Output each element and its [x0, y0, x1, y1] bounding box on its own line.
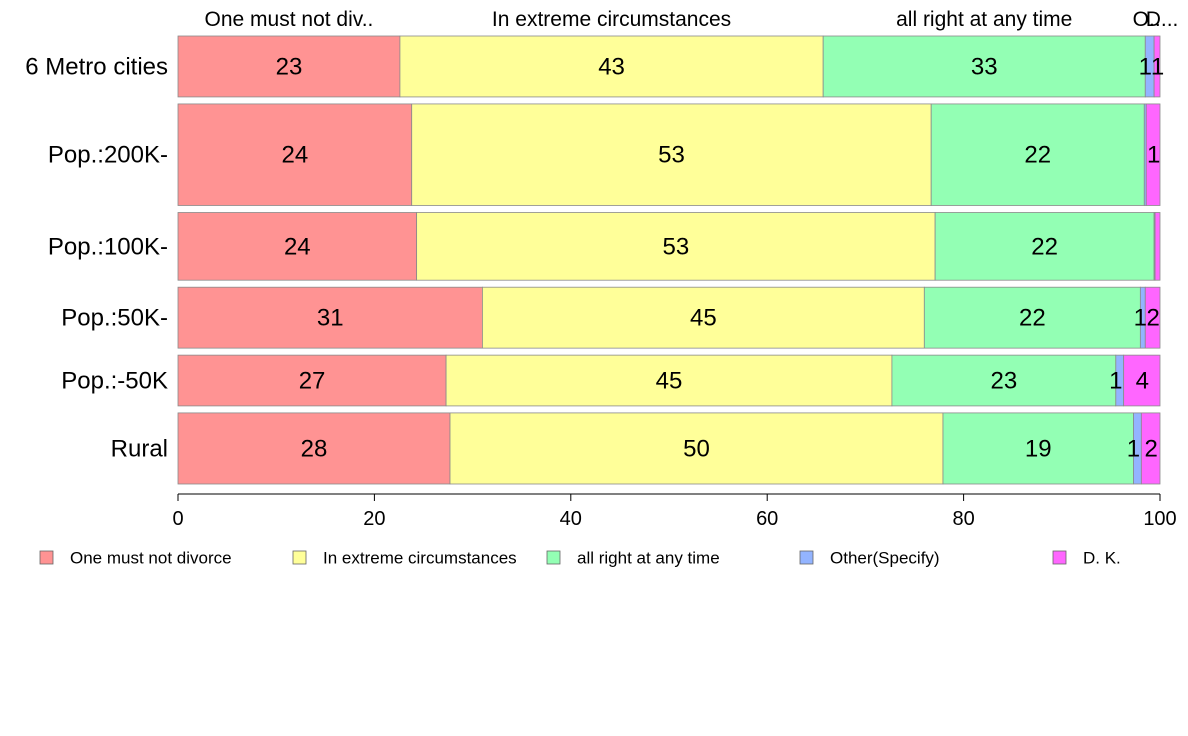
bar-segment-pop-100k-one-must-not-divorce: [177, 212, 418, 281]
legend-label-all-right-at-any-time: all right at any time: [577, 549, 720, 568]
data-label-pop-100k-in-extreme-circumstances: 53: [663, 233, 690, 260]
bar-segment-pop-50k-one-must-not-divorce: [177, 354, 447, 407]
legend-swatch-d-k: [1052, 550, 1067, 565]
data-label-6-metro-cities-one-must-not-divorce: 23: [276, 53, 303, 80]
bar-segment-pop-50k-in-extreme-circumstances: [445, 354, 893, 407]
bar-segment-pop-50k-all-right-at-any-time: [923, 286, 1141, 349]
bar-segment-rural-d-k: [1140, 412, 1161, 485]
bar-segment-rural-one-must-not-divorce: [177, 412, 451, 485]
bar-segment-pop-50k-all-right-at-any-time: [891, 354, 1117, 407]
data-label-pop-50k-one-must-not-divorce: 27: [299, 368, 326, 395]
data-label-rural-one-must-not-divorce: 28: [301, 435, 328, 462]
bar-segment-pop-200k-in-extreme-circumstances: [411, 103, 932, 206]
bar-segment-rural-all-right-at-any-time: [942, 412, 1134, 485]
legend-label-d-k: D. K.: [1083, 549, 1121, 568]
data-label-pop-200k-one-must-not-divorce: 24: [282, 142, 309, 169]
category-labels: 6 Metro cities Pop.:200K- Pop.:100K- Pop.:5…: [25, 53, 168, 462]
bar-segment-pop-50k-d-k: [1123, 354, 1161, 407]
top-labels: One must not div.. In extreme circumstanc…: [205, 8, 1179, 31]
data-label-pop-200k-in-extreme-circumstances: 53: [658, 142, 685, 169]
bar-segment-pop-200k-all-right-at-any-time: [930, 103, 1145, 206]
legend-label-one-must-not-divorce: One must not divorce: [70, 549, 232, 568]
data-label-rural-d-k: 2: [1144, 435, 1157, 462]
bar-segment-pop-200k-d-k: [1145, 103, 1161, 206]
legend-swatch-all-right-at-any-time: [546, 550, 561, 565]
top-label-3: all right at any time: [896, 8, 1072, 31]
top-label-1: One must not div..: [205, 8, 374, 31]
bar-segment-pop-50k-in-extreme-circumstances: [482, 286, 925, 349]
x-axis: 0 20 40 60 80 100: [172, 493, 1177, 530]
bar-segment-pop-50k-one-must-not-divorce: [177, 286, 483, 349]
bar-segment-pop-100k-all-right-at-any-time: [934, 212, 1155, 281]
category-label-pop-50k: Pop.:50K-: [61, 305, 168, 332]
bar-segment-pop-100k-in-extreme-circumstances: [416, 212, 936, 281]
data-label-pop-50k-in-extreme-circumstances: 45: [656, 368, 683, 395]
category-label-pop-200k: Pop.:200K-: [48, 142, 168, 169]
data-label-pop-200k-all-right-at-any-time: 22: [1024, 142, 1051, 169]
x-tick-label-100: 100: [1143, 508, 1176, 530]
top-label-5: D...: [1146, 8, 1179, 31]
data-label-6-metro-cities-all-right-at-any-time: 33: [971, 53, 998, 80]
bar-segment-rural-in-extreme-circumstances: [449, 412, 944, 485]
data-label-pop-200k-d-k: 1: [1147, 142, 1160, 169]
category-label-6-metro-cities: 6 Metro cities: [25, 53, 168, 80]
data-label-pop-50k-other-specify: 1: [1134, 305, 1147, 332]
bar-segment-pop-200k-one-must-not-divorce: [177, 103, 413, 206]
category-label-rural: Rural: [111, 435, 168, 462]
category-label-pop-50k: Pop.:-50K: [61, 368, 168, 395]
data-label-6-metro-cities-other-specify: 1: [1139, 53, 1152, 80]
data-label-pop-50k-in-extreme-circumstances: 45: [690, 305, 717, 332]
data-label-rural-other-specify: 1: [1127, 435, 1140, 462]
top-label-2: In extreme circumstances: [492, 8, 731, 31]
legend-label-in-extreme-circumstances: In extreme circumstances: [323, 549, 517, 568]
data-label-pop-100k-all-right-at-any-time: 22: [1031, 233, 1058, 260]
legend: One must not divorce In extreme circumsta…: [39, 549, 1121, 568]
data-label-pop-100k-one-must-not-divorce: 24: [284, 233, 311, 260]
x-tick-label-0: 0: [172, 508, 183, 530]
bar-segment-pop-50k-d-k: [1144, 286, 1161, 349]
data-label-rural-in-extreme-circumstances: 50: [683, 435, 710, 462]
data-label-pop-50k-all-right-at-any-time: 23: [991, 368, 1018, 395]
legend-label-other-specify: Other(Specify): [830, 549, 940, 568]
bar-segment-pop-100k-d-k: [1154, 212, 1161, 281]
data-label-pop-50k-other-specify: 1: [1109, 368, 1122, 395]
x-tick-label-20: 20: [363, 508, 385, 530]
data-label-6-metro-cities-in-extreme-circumstances: 43: [598, 53, 625, 80]
legend-swatch-other-specify: [799, 550, 814, 565]
legend-swatch-in-extreme-circumstances: [292, 550, 307, 565]
x-tick-label-80: 80: [952, 508, 974, 530]
top-label-4: O..: [1133, 8, 1161, 31]
data-label-pop-50k-all-right-at-any-time: 22: [1019, 305, 1046, 332]
x-tick-label-40: 40: [560, 508, 582, 530]
data-label-rural-all-right-at-any-time: 19: [1025, 435, 1052, 462]
x-tick-label-60: 60: [756, 508, 778, 530]
legend-swatch-one-must-not-divorce: [39, 550, 54, 565]
bar-segment-6-metro-cities-in-extreme-circumstances: [399, 35, 824, 98]
data-label-pop-50k-d-k: 4: [1136, 368, 1149, 395]
data-label-pop-50k-one-must-not-divorce: 31: [317, 305, 344, 332]
bar-segment-6-metro-cities-d-k: [1153, 35, 1161, 98]
bars: [177, 35, 1161, 485]
data-label-6-metro-cities-d-k: 1: [1151, 53, 1164, 80]
category-label-pop-100k: Pop.:100K-: [48, 233, 168, 260]
data-label-pop-50k-d-k: 2: [1146, 305, 1159, 332]
